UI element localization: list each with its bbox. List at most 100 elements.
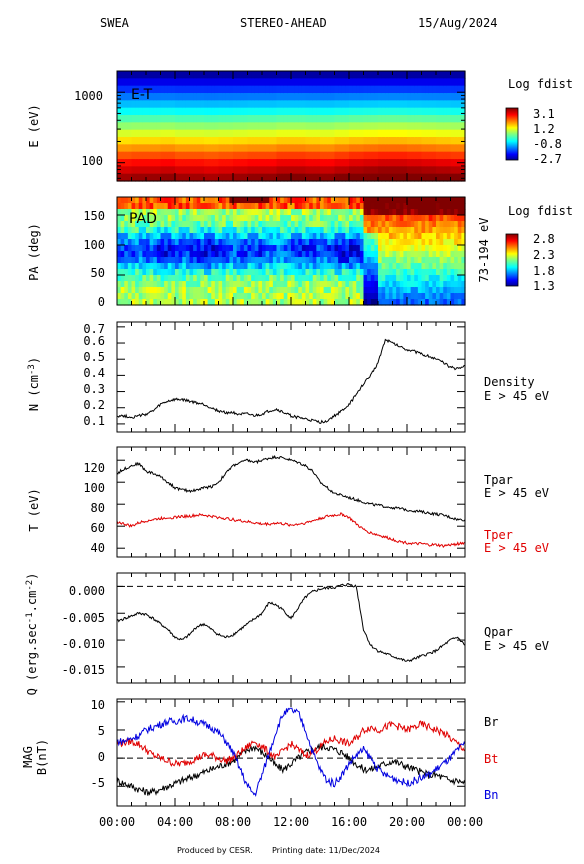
et-cell: [450, 137, 455, 145]
et-cell: [204, 129, 209, 138]
pa-cell: [193, 293, 198, 300]
pa-cell: [222, 239, 227, 246]
pa-cell: [204, 299, 209, 306]
et-cell: [200, 93, 205, 101]
et-cell: [142, 122, 147, 131]
pa-cell: [414, 281, 419, 288]
pa-cell: [138, 257, 143, 264]
et-cell: [461, 144, 466, 153]
pa-cell: [138, 281, 143, 288]
pa-cell: [338, 197, 343, 204]
et-cell: [164, 93, 169, 101]
pa-cell: [316, 197, 321, 204]
et-cell: [236, 85, 241, 94]
et-cell: [352, 151, 357, 160]
et-cell: [240, 78, 245, 87]
pa-cell: [214, 215, 220, 222]
pa-cell: [417, 275, 423, 282]
pa-cell: [142, 233, 147, 240]
b-tick-0: 0: [98, 750, 105, 764]
pa-cell: [254, 197, 259, 204]
pa-cell: [178, 209, 183, 216]
pa-cell: [124, 251, 129, 258]
pa-cell: [388, 269, 394, 276]
pa-cell: [178, 239, 183, 246]
et-cell: [276, 144, 281, 153]
et-cell: [233, 129, 238, 138]
et-cell: [178, 100, 183, 109]
et-cell: [396, 159, 401, 167]
et-cell: [214, 78, 220, 87]
et-cell: [446, 151, 452, 160]
et-cell: [301, 78, 307, 87]
pa-cell: [146, 245, 151, 252]
pa-cell: [291, 233, 296, 240]
pa-cell: [254, 209, 259, 216]
et-cell: [291, 151, 296, 160]
pa-cell: [233, 239, 238, 246]
et-cell: [407, 166, 412, 175]
et-cell: [185, 71, 191, 79]
et-cell: [327, 144, 332, 153]
pa-cell: [117, 269, 122, 276]
heat-flux-series: [116, 582, 466, 668]
pa-cell: [414, 215, 419, 222]
pa-cell: [403, 221, 408, 228]
et-cell: [446, 93, 452, 101]
e-tick-1000: 1000: [74, 89, 103, 103]
et-cell: [272, 166, 278, 175]
pa-cell: [432, 209, 437, 216]
et-cell: [309, 159, 314, 167]
pa-cell: [330, 281, 336, 288]
pa-cell: [349, 251, 354, 258]
pa-cell: [146, 269, 151, 276]
et-cell: [193, 107, 198, 116]
pa-cell: [167, 299, 172, 306]
et-cell: [446, 71, 452, 79]
et-cell: [363, 137, 368, 145]
pa-cell: [450, 281, 455, 288]
pa-cell: [193, 275, 198, 282]
pa-cell: [207, 281, 212, 288]
pa-cell: [229, 287, 234, 294]
pa-cell: [312, 257, 317, 264]
et-cell: [396, 137, 401, 145]
pa-cell: [436, 257, 441, 264]
pa-cell: [403, 239, 408, 246]
pa-cell: [425, 299, 430, 306]
et-cell: [312, 144, 317, 153]
pa-cell: [222, 197, 227, 204]
pa-cell: [392, 209, 397, 216]
et-cell: [396, 151, 401, 160]
pa-cell: [160, 287, 165, 294]
bn-legend: Bn: [484, 788, 498, 802]
energy-time-heatmap: [117, 70, 466, 182]
et-cell: [461, 71, 466, 79]
pa-cell: [291, 227, 296, 234]
et-cell: [454, 151, 459, 160]
et-cell: [280, 144, 285, 153]
pa-cell: [338, 263, 343, 270]
pa-cell: [388, 263, 394, 270]
pa-cell: [164, 287, 169, 294]
pa-cell: [262, 209, 267, 216]
et-cell: [356, 85, 361, 94]
et-cell: [254, 151, 259, 160]
pa-cell: [164, 239, 169, 246]
pa-cell: [349, 221, 354, 228]
pa-cell: [280, 275, 285, 282]
et-cell: [222, 71, 227, 79]
et-cell: [341, 122, 346, 131]
pa-cell: [240, 281, 245, 288]
et-cell: [131, 85, 136, 94]
pa-cell: [207, 215, 212, 222]
et-cell: [407, 122, 412, 131]
et-cell: [320, 115, 325, 123]
et-cell: [211, 100, 216, 109]
et-cell: [171, 115, 176, 123]
pa-cell: [338, 245, 343, 252]
et-cell: [309, 93, 314, 101]
pa-cell: [374, 269, 379, 276]
pa-cell: [407, 287, 412, 294]
pa-cell: [316, 215, 321, 222]
